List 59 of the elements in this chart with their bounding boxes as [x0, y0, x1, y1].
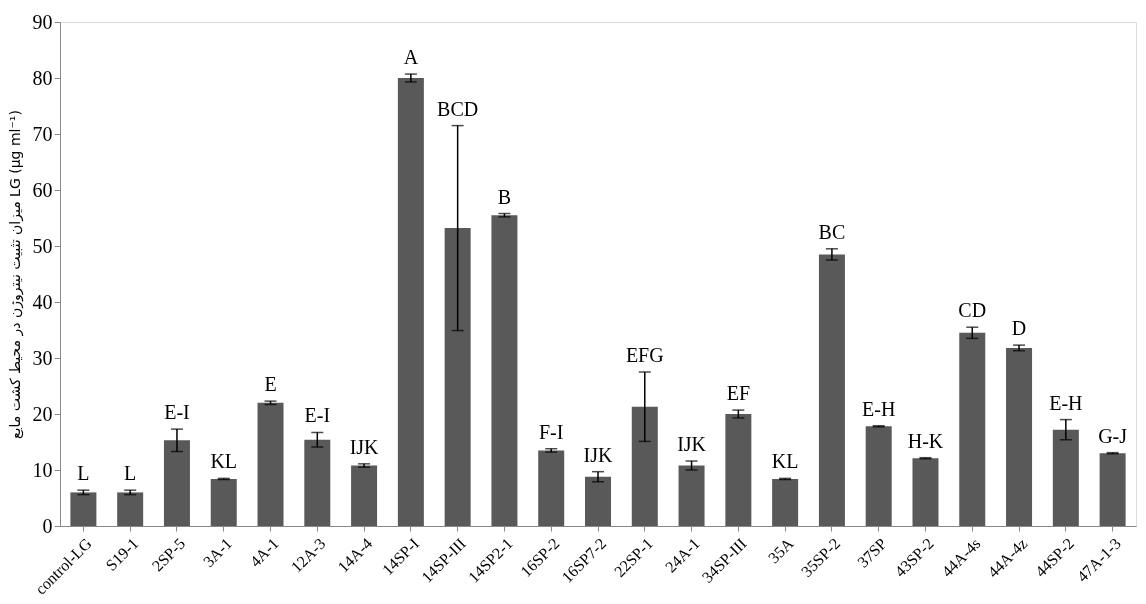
- y-tick-label: 60: [32, 178, 53, 201]
- annotation: E-H: [1049, 391, 1083, 414]
- annotation: E-I: [304, 404, 331, 427]
- annotation: E-H: [862, 397, 896, 420]
- annotation: E-I: [164, 401, 190, 424]
- annotation: B: [497, 185, 512, 208]
- annotation: L: [124, 462, 137, 485]
- y-tick-label: 10: [32, 458, 53, 481]
- annotation: CD: [958, 299, 987, 322]
- bar: [444, 228, 471, 526]
- annotation: D: [1011, 317, 1027, 340]
- bar: [304, 439, 331, 526]
- bar: [772, 478, 799, 526]
- bar: [912, 458, 939, 526]
- x-tick-label: 4A-1: [246, 534, 282, 571]
- bar: [865, 426, 892, 526]
- bar: [163, 440, 190, 526]
- bar: [538, 450, 565, 526]
- annotation: E: [264, 373, 277, 396]
- annotation: BCD: [437, 97, 479, 120]
- x-tick-label: 35A: [764, 534, 797, 567]
- annotation: L: [77, 462, 90, 485]
- y-tick-label: 70: [32, 122, 53, 145]
- bar: [959, 332, 986, 526]
- annotation: IJK: [349, 435, 380, 458]
- bar: [351, 465, 378, 526]
- annotation: BC: [818, 220, 846, 243]
- bar: [1006, 347, 1033, 526]
- bar: [678, 465, 705, 526]
- annotation: G-J: [1098, 424, 1128, 447]
- annotation: IJK: [677, 433, 707, 456]
- bar: [210, 478, 237, 526]
- annotation: IJK: [583, 443, 613, 466]
- bar: [1099, 453, 1126, 526]
- bar: [585, 476, 611, 526]
- annotation: F-I: [538, 420, 564, 443]
- bar: [1052, 429, 1079, 526]
- annotation: A: [403, 46, 419, 69]
- bar: [117, 492, 144, 526]
- y-tick-label: 30: [32, 346, 53, 369]
- bar: [397, 78, 424, 526]
- bar: [257, 402, 284, 526]
- y-axis-title: میزان تثبیت نیتروژن در محیط کشت مایع LG (µg ml⁻¹): [6, 110, 24, 439]
- bar: [70, 492, 97, 526]
- y-tick-label: 0: [42, 514, 53, 537]
- annotation: H-K: [907, 429, 944, 452]
- annotation: EF: [726, 382, 751, 405]
- bar: [491, 215, 518, 526]
- bar: [725, 414, 752, 526]
- annotation: EFG: [625, 344, 664, 366]
- y-tick-label: 40: [32, 290, 53, 313]
- y-tick-label: 90: [32, 10, 53, 33]
- y-tick-label: 80: [32, 66, 53, 89]
- annotation: KL: [210, 450, 238, 473]
- bar: [631, 406, 658, 526]
- y-tick-label: 20: [32, 402, 53, 425]
- y-tick-label: 50: [32, 234, 53, 257]
- annotation: KL: [771, 450, 799, 473]
- bar: [818, 254, 845, 526]
